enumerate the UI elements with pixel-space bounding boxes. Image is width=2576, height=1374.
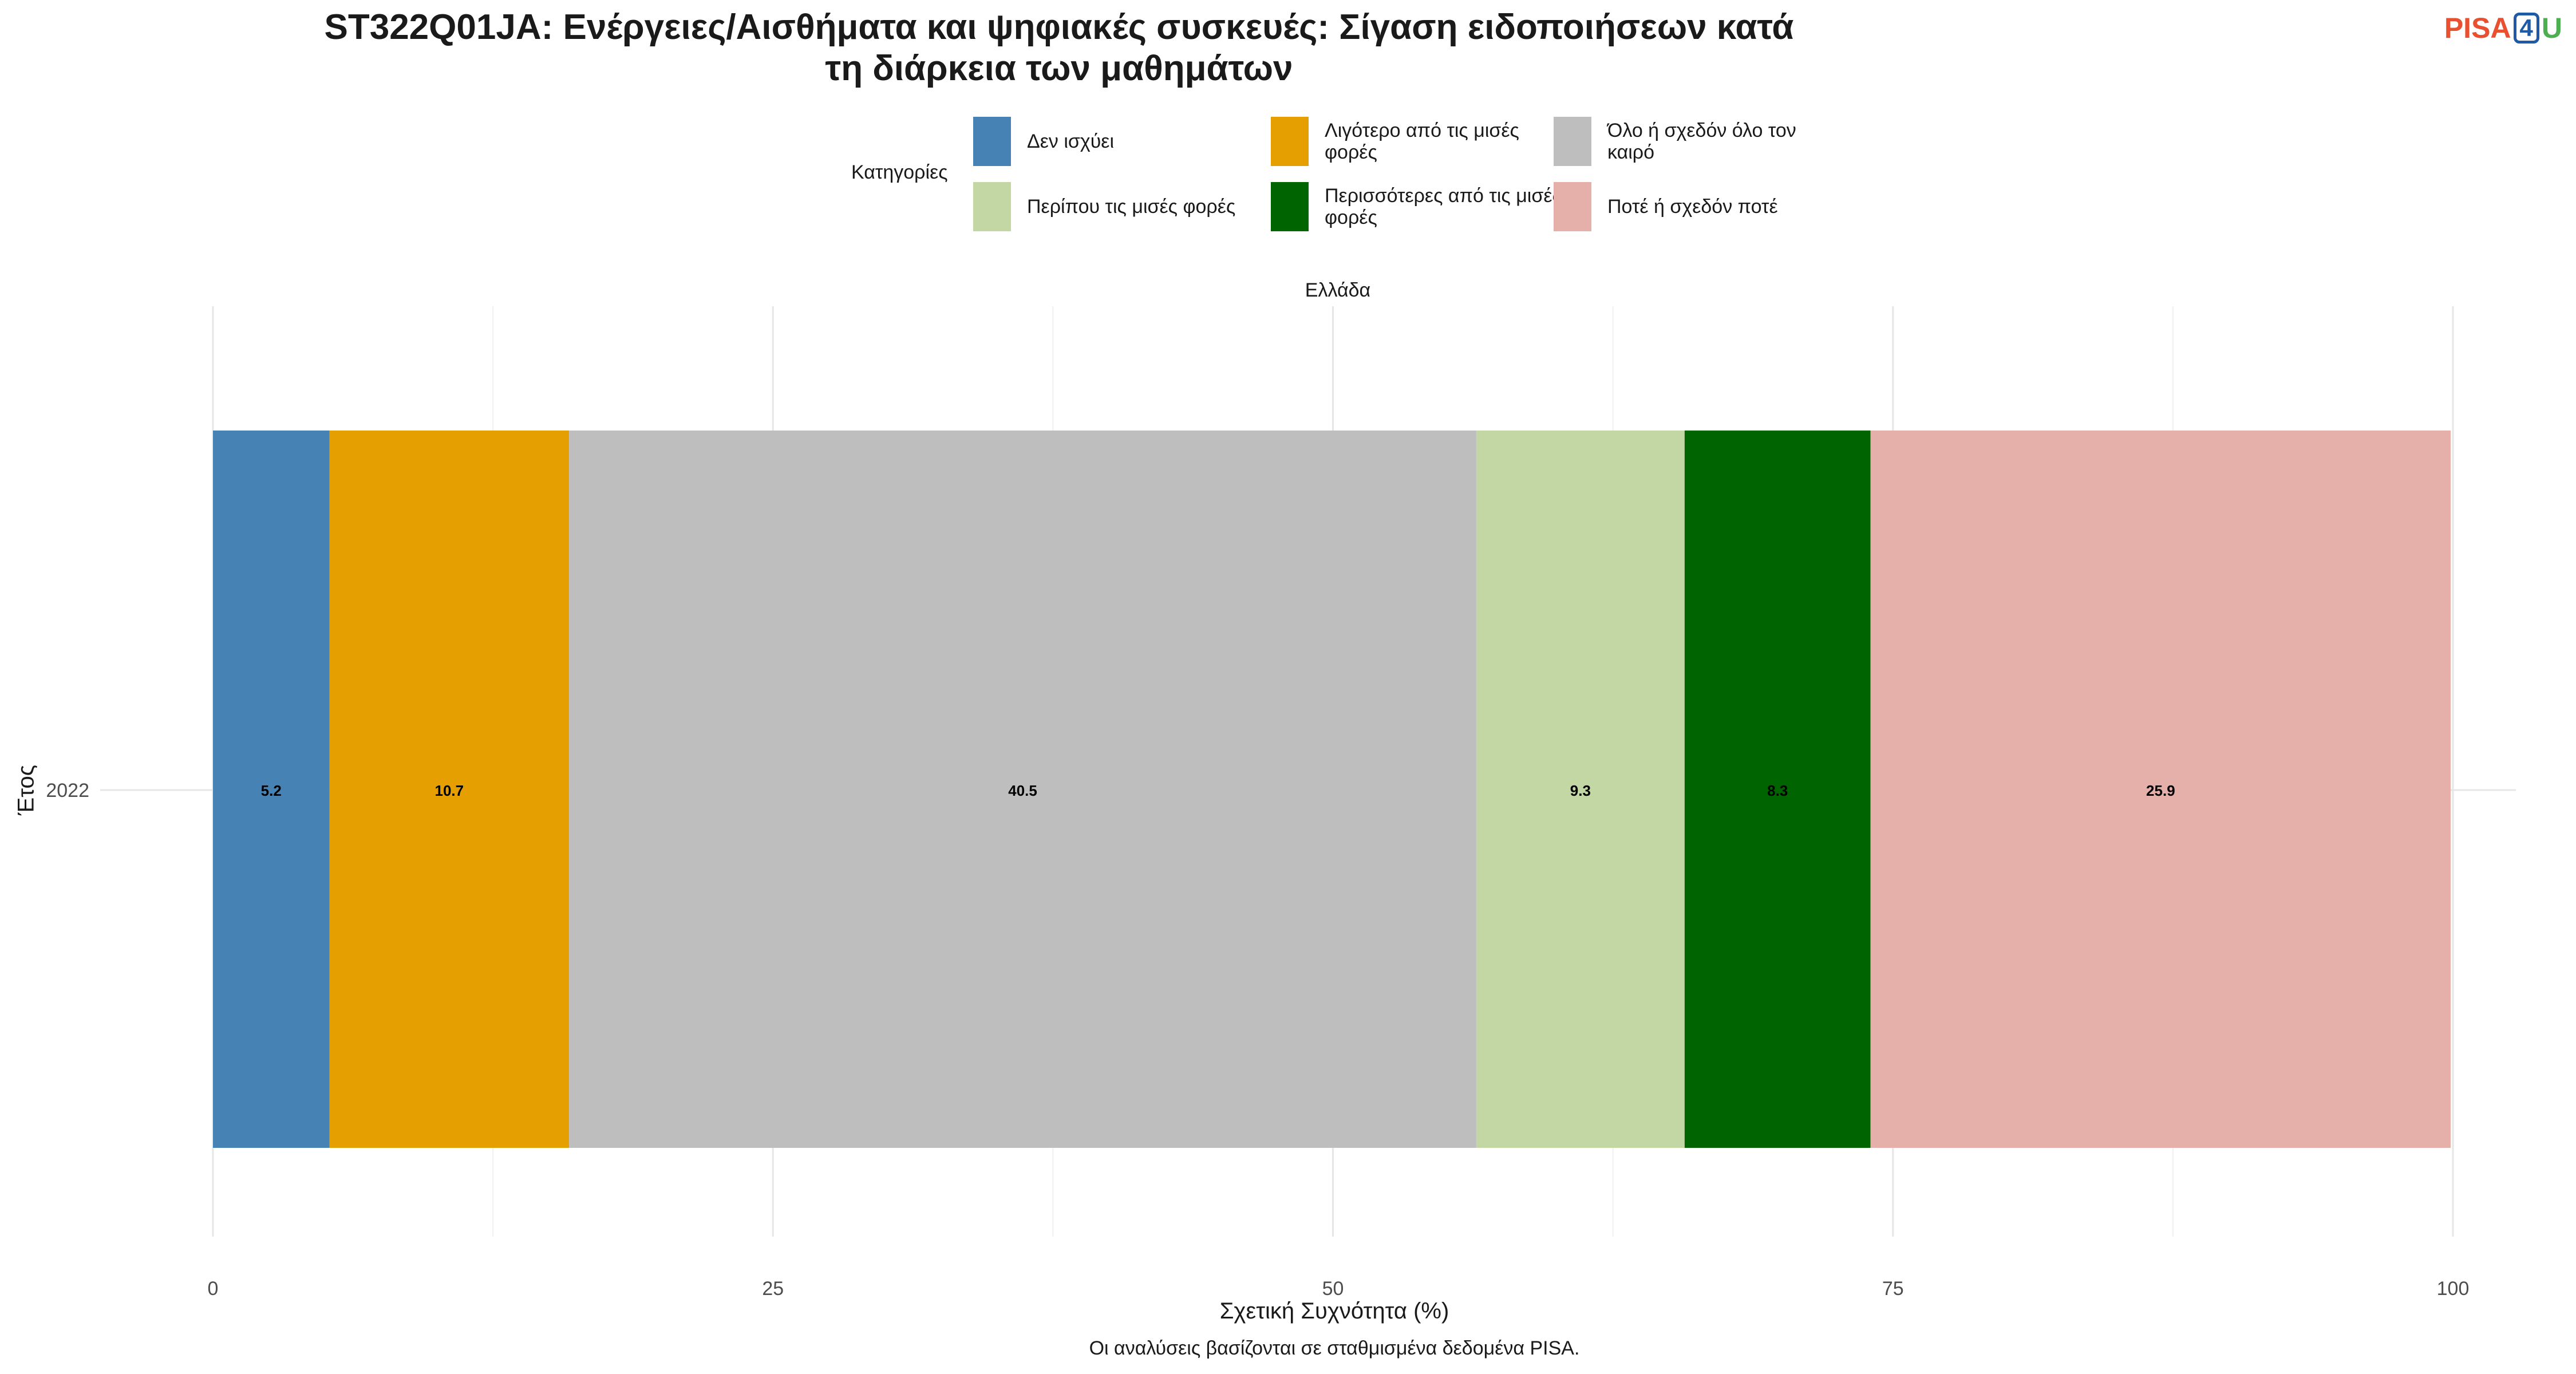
y-tick-label: 2022 [46,780,89,802]
legend-label: Δεν ισχύει [1027,131,1115,152]
legend-key [1554,182,1591,231]
chart-title-line2: τη διάρκεια των μαθημάτων [825,49,1293,88]
legend-key [973,182,1011,231]
x-tick-label: 0 [208,1278,219,1300]
legend-key [1271,117,1309,166]
x-tick-label: 100 [2437,1278,2470,1300]
bar-segment [213,431,330,1148]
logo-text-u: U [2541,12,2562,44]
pisa4u-logo: PISA 4 U [2444,11,2562,45]
y-axis-label: Έτος [13,764,39,816]
legend-label: Ποτέ ή σχεδόν ποτέ [1607,196,1778,218]
bar-data-label: 25.9 [2146,782,2175,799]
facet-label: Ελλάδα [1305,279,1371,301]
legend-label: Περισσότερες από τις μισές φορές [1325,185,1562,228]
legend-key [1271,182,1309,231]
logo-text-four: 4 [2513,13,2539,44]
bar-data-label: 40.5 [1008,782,1037,799]
legend-item-not-applicable: Δεν ισχύει [973,117,1267,166]
x-tick-label: 75 [1882,1278,1904,1300]
bar-data-label: 10.7 [435,782,464,799]
legend-key [1554,117,1591,166]
x-axis-label: Σχετική Συχνότητα (%) [1219,1298,1449,1324]
legend-title: Κατηγορίες [851,161,948,183]
legend-item-all-the-time: Όλο ή σχεδόν όλο τον καιρό [1554,117,1848,166]
bar-segment [1684,431,1871,1148]
bar-segment [329,431,570,1148]
legend-item-less-than-half: Λιγότερο από τις μισές φορές [1271,117,1565,166]
legend-item-about-half: Περίπου τις μισές φορές [973,182,1267,231]
x-tick-label: 50 [1322,1278,1344,1300]
logo-text-pisa: PISA [2444,12,2511,44]
bar-segment [569,431,1476,1148]
bar-data-label: 5.2 [261,782,282,799]
chart-caption: Οι αναλύσεις βασίζονται σε σταθμισμένα δ… [1089,1337,1580,1359]
legend-label: Όλο ή σχεδόν όλο τον καιρό [1607,120,1796,163]
legend-item-never: Ποτέ ή σχεδόν ποτέ [1554,182,1848,231]
legend-label: Περίπου τις μισές φορές [1027,196,1236,218]
legend-key [973,117,1011,166]
bar-data-label: 9.3 [1570,782,1591,799]
bar-segment [1870,431,2451,1148]
chart-title-line1: ST322Q01JA: Ενέργειες/Αισθήματα και ψηφι… [324,7,1794,47]
bar-data-label: 8.3 [1767,782,1788,799]
legend-label: Λιγότερο από τις μισές φορές [1325,120,1519,163]
x-tick-label: 25 [762,1278,784,1300]
bar-segment [1476,431,1685,1148]
legend-item-more-than-half: Περισσότερες από τις μισές φορές [1271,182,1565,231]
